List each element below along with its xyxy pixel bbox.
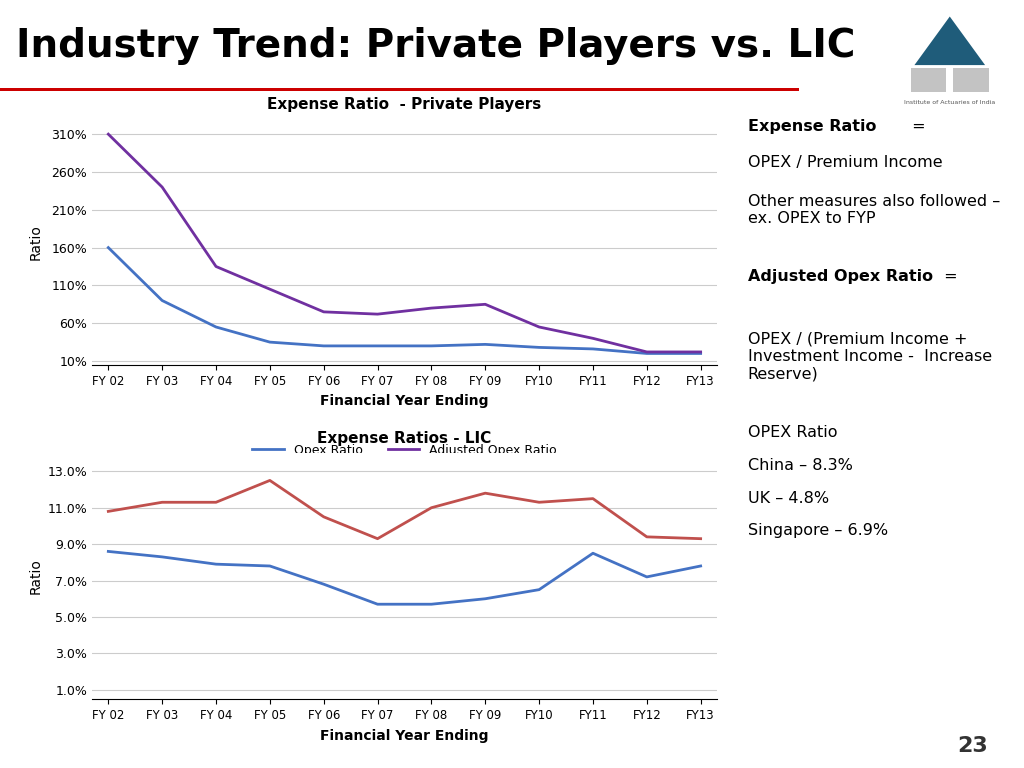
Text: Institute of Actuaries of India: Institute of Actuaries of India — [904, 101, 995, 105]
Text: OPEX Ratio: OPEX Ratio — [748, 425, 837, 439]
Text: =: = — [939, 269, 957, 284]
Text: OPEX / Premium Income: OPEX / Premium Income — [748, 155, 942, 170]
Title: Expense Ratios - LIC: Expense Ratios - LIC — [317, 432, 492, 446]
Legend: Opex Ratio, Adjusted Opex Ratio: Opex Ratio, Adjusted Opex Ratio — [248, 439, 561, 462]
X-axis label: Financial Year Ending: Financial Year Ending — [321, 395, 488, 409]
Polygon shape — [911, 68, 946, 91]
Polygon shape — [914, 17, 985, 65]
Text: 23: 23 — [957, 737, 988, 756]
Title: Expense Ratio  - Private Players: Expense Ratio - Private Players — [267, 98, 542, 112]
Polygon shape — [953, 68, 988, 91]
Y-axis label: Ratio: Ratio — [29, 558, 42, 594]
Text: Singapore – 6.9%: Singapore – 6.9% — [748, 524, 888, 538]
Text: =: = — [907, 119, 926, 134]
Text: UK – 4.8%: UK – 4.8% — [748, 491, 828, 505]
X-axis label: Financial Year Ending: Financial Year Ending — [321, 729, 488, 743]
Text: Expense Ratio: Expense Ratio — [748, 119, 876, 134]
Text: Adjusted Opex Ratio: Adjusted Opex Ratio — [748, 269, 933, 284]
Y-axis label: Ratio: Ratio — [29, 224, 42, 260]
Text: OPEX / (Premium Income +
Investment Income -  Increase
Reserve): OPEX / (Premium Income + Investment Inco… — [748, 332, 991, 382]
FancyBboxPatch shape — [0, 88, 799, 91]
Text: Other measures also followed –
ex. OPEX to FYP: Other measures also followed – ex. OPEX … — [748, 194, 999, 227]
Text: China – 8.3%: China – 8.3% — [748, 458, 852, 472]
Text: Industry Trend: Private Players vs. LIC: Industry Trend: Private Players vs. LIC — [16, 27, 855, 65]
